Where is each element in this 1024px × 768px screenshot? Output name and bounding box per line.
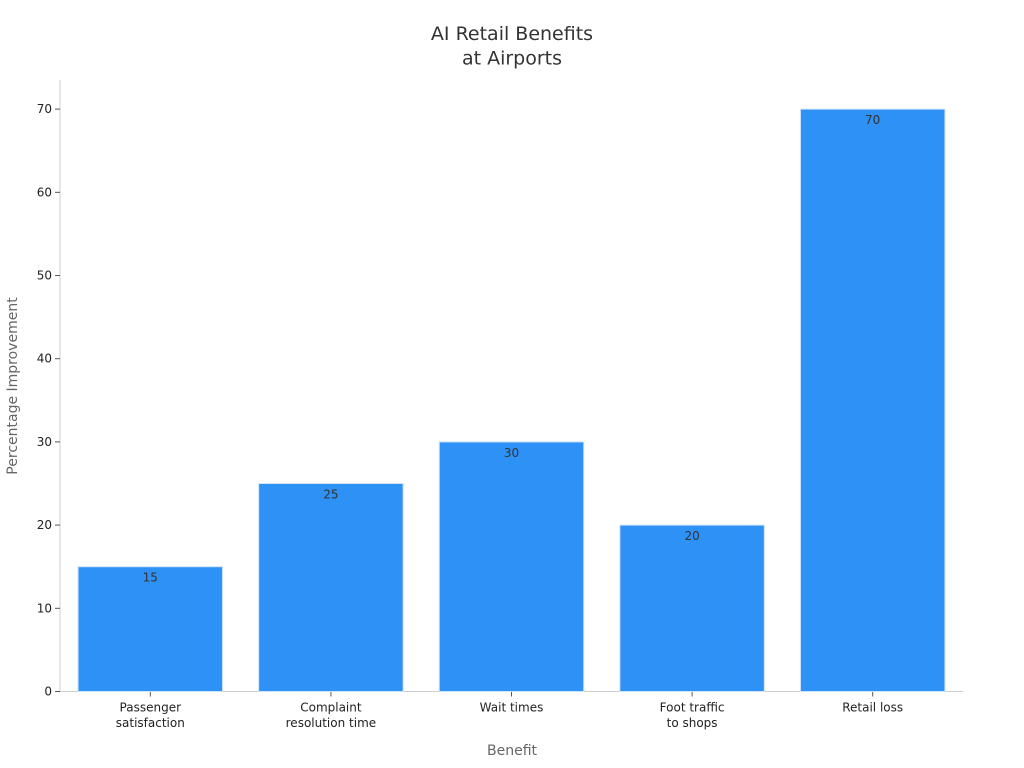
bar — [258, 483, 404, 692]
y-tick-label: 50 — [37, 269, 52, 283]
y-tick-label: 60 — [37, 185, 52, 199]
bar — [438, 441, 585, 693]
x-tick-label: Wait times — [480, 701, 544, 715]
value-label: 15 — [143, 571, 158, 585]
chart-title: AI Retail Benefits at Airports — [431, 23, 593, 70]
value-label: 25 — [323, 488, 338, 502]
y-tick-label: 70 — [37, 102, 52, 116]
x-tick-label: Passenger satisfaction — [116, 701, 185, 731]
y-tick-label: 40 — [37, 352, 52, 366]
bar — [619, 524, 765, 693]
value-label: 70 — [865, 113, 880, 127]
y-tick-label: 30 — [37, 435, 52, 449]
x-tick-label: Complaint resolution time — [286, 701, 377, 731]
bar — [77, 566, 224, 693]
y-tick-label: 20 — [37, 518, 52, 532]
y-tick-label: 10 — [37, 601, 52, 615]
x-tick-label: Retail loss — [842, 701, 903, 715]
x-tick-label: Foot traffic to shops — [660, 701, 725, 731]
y-axis-label: Percentage Improvement — [5, 297, 21, 475]
x-axis-label: Benefit — [487, 743, 538, 759]
value-label: 20 — [684, 529, 699, 543]
bar — [799, 108, 946, 693]
value-label: 30 — [504, 446, 519, 460]
y-tick-label: 0 — [44, 685, 52, 699]
